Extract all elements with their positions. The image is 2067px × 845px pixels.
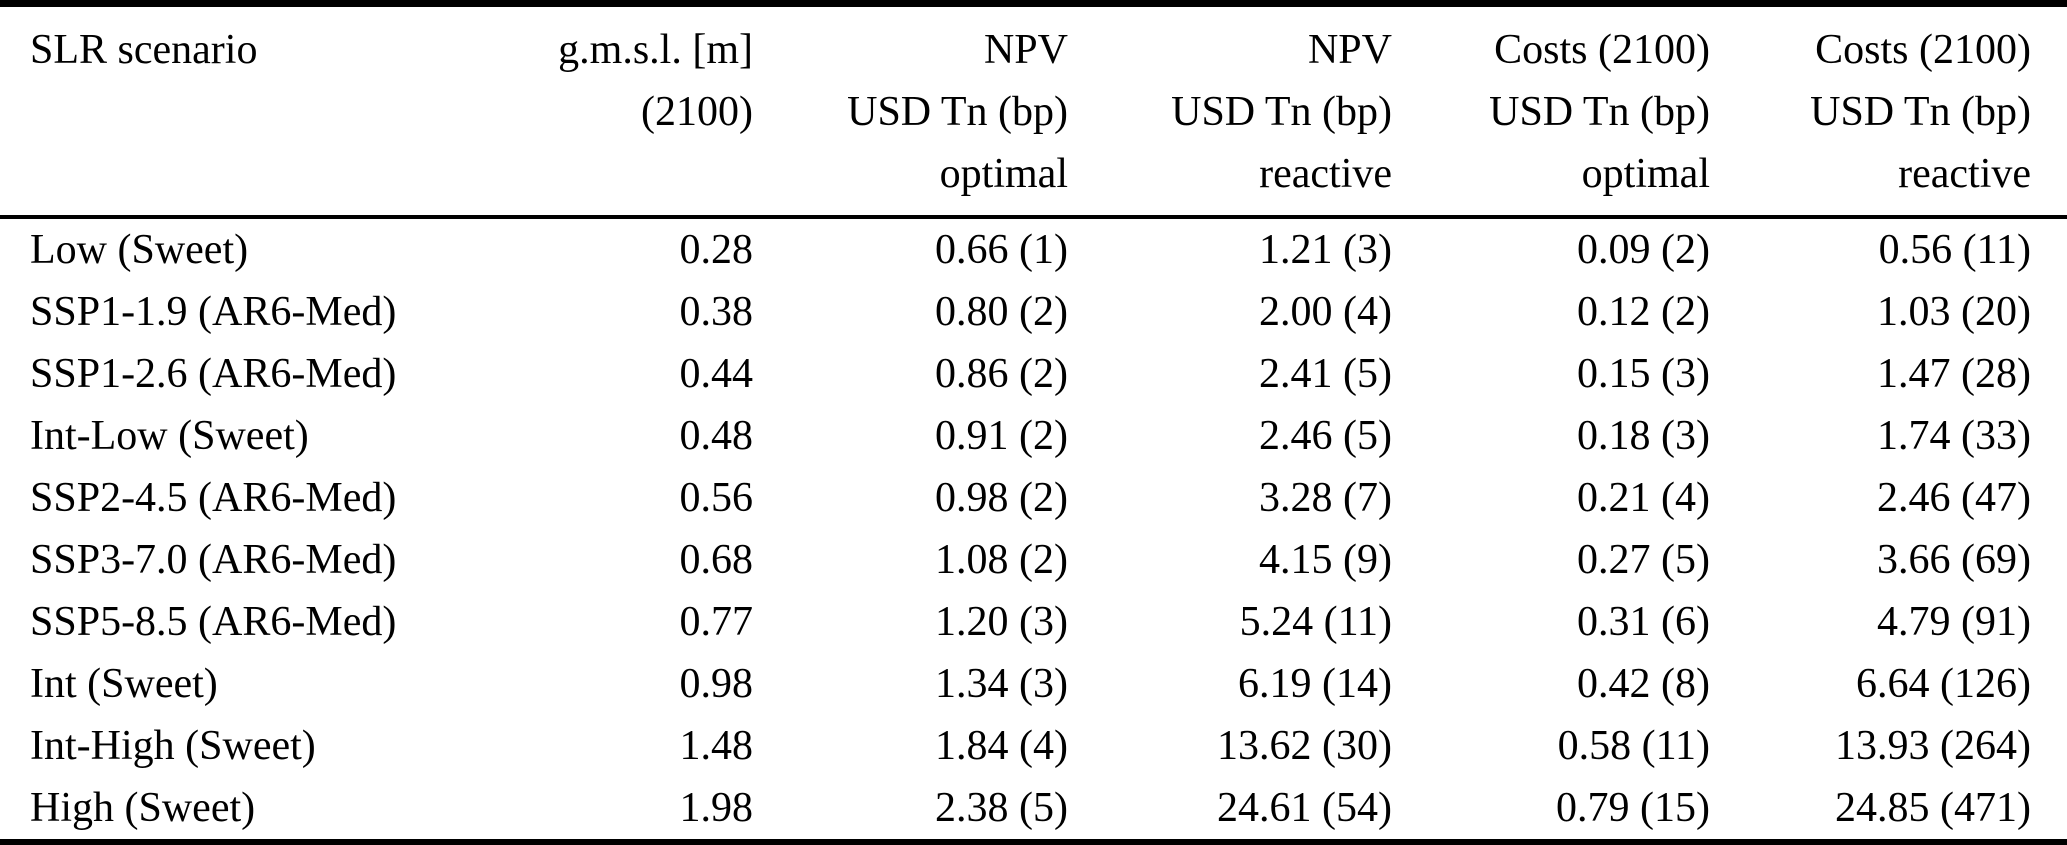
table-row: High (Sweet) 1.98 2.38 (5) 24.61 (54) 0.79 (… <box>0 777 2067 842</box>
header-line: reactive <box>1259 151 1392 197</box>
column-header-costs-reactive: Costs (2100) USD Tn (bp) reactive <box>1710 4 2067 218</box>
cell-npv-optimal: 1.20 (3) <box>935 599 1068 645</box>
header-line: USD Tn (bp) <box>847 89 1068 135</box>
header-line: Costs (2100) <box>1815 27 2031 73</box>
cell-costs-optimal: 0.27 (5) <box>1577 537 1710 583</box>
cell-costs-reactive: 24.85 (471) <box>1835 785 2031 831</box>
cell-npv-optimal: 1.34 (3) <box>935 661 1068 707</box>
cell-npv-optimal: 2.38 (5) <box>935 785 1068 831</box>
cell-npv-reactive: 4.15 (9) <box>1259 537 1392 583</box>
cell-gmsl-2100: 0.28 <box>679 227 754 273</box>
cell-gmsl-2100: 1.98 <box>679 785 754 831</box>
table-row: Int (Sweet) 0.98 1.34 (3) 6.19 (14) 0.42 (8)… <box>0 653 2067 715</box>
cell-costs-reactive: 1.03 (20) <box>1877 289 2031 335</box>
cell-slr-scenario: SSP2-4.5 (AR6-Med) <box>30 475 397 521</box>
cell-npv-reactive: 13.62 (30) <box>1217 723 1392 769</box>
cell-npv-reactive: 2.41 (5) <box>1259 351 1392 397</box>
cell-slr-scenario: SSP1-2.6 (AR6-Med) <box>30 351 397 397</box>
header-row: SLR scenario g.m.s.l. [m] (2100) NPV USD Tn … <box>0 4 2067 218</box>
cell-slr-scenario: Int-High (Sweet) <box>30 723 316 769</box>
cell-slr-scenario: SSP1-1.9 (AR6-Med) <box>30 289 397 335</box>
column-header-gmsl-2100: g.m.s.l. [m] (2100) <box>470 4 753 218</box>
column-header-npv-reactive: NPV USD Tn (bp) reactive <box>1068 4 1392 218</box>
cell-costs-optimal: 0.12 (2) <box>1577 289 1710 335</box>
cell-slr-scenario: SSP3-7.0 (AR6-Med) <box>30 537 397 583</box>
header-line: optimal <box>1581 151 1710 197</box>
cell-gmsl-2100: 0.44 <box>679 351 754 397</box>
table-row: Int-High (Sweet) 1.48 1.84 (4) 13.62 (30) 0.… <box>0 715 2067 777</box>
header-line: (2100) <box>641 89 753 135</box>
cell-slr-scenario: High (Sweet) <box>30 785 256 831</box>
header-line: optimal <box>939 151 1068 197</box>
cell-gmsl-2100: 0.38 <box>679 289 754 335</box>
header-line: USD Tn (bp) <box>1171 89 1392 135</box>
cell-costs-reactive: 2.46 (47) <box>1877 475 2031 521</box>
cell-npv-optimal: 0.98 (2) <box>935 475 1068 521</box>
cell-costs-optimal: 0.31 (6) <box>1577 599 1710 645</box>
cell-costs-reactive: 13.93 (264) <box>1835 723 2031 769</box>
cell-costs-optimal: 0.09 (2) <box>1577 227 1710 273</box>
cell-gmsl-2100: 0.56 <box>679 475 754 521</box>
table-row: SSP2-4.5 (AR6-Med) 0.56 0.98 (2) 3.28 (7) 0.… <box>0 467 2067 529</box>
cell-npv-optimal: 0.66 (1) <box>935 227 1068 273</box>
header-line: Costs (2100) <box>1494 27 1710 73</box>
cell-npv-reactive: 5.24 (11) <box>1239 599 1392 645</box>
cell-npv-optimal: 0.80 (2) <box>935 289 1068 335</box>
table-body: Low (Sweet) 0.28 0.66 (1) 1.21 (3) 0.09 (2) 0… <box>0 217 2067 842</box>
cell-costs-optimal: 0.42 (8) <box>1577 661 1710 707</box>
cell-npv-reactive: 1.21 (3) <box>1259 227 1392 273</box>
cell-gmsl-2100: 0.98 <box>679 661 754 707</box>
cell-npv-reactive: 2.46 (5) <box>1259 413 1392 459</box>
cell-gmsl-2100: 0.68 <box>679 537 754 583</box>
column-header-npv-optimal: NPV USD Tn (bp) optimal <box>753 4 1068 218</box>
table-row: SSP5-8.5 (AR6-Med) 0.77 1.20 (3) 5.24 (11) 0… <box>0 591 2067 653</box>
table-row: SSP1-2.6 (AR6-Med) 0.44 0.86 (2) 2.41 (5) 0.… <box>0 343 2067 405</box>
header-line: reactive <box>1898 151 2031 197</box>
cell-npv-optimal: 1.08 (2) <box>935 537 1068 583</box>
cell-npv-optimal: 0.86 (2) <box>935 351 1068 397</box>
header-line: NPV <box>1307 27 1392 73</box>
table-header: SLR scenario g.m.s.l. [m] (2100) NPV USD Tn … <box>0 4 2067 218</box>
header-line: NPV <box>983 27 1068 73</box>
header-line: USD Tn (bp) <box>1489 89 1710 135</box>
table-row: Low (Sweet) 0.28 0.66 (1) 1.21 (3) 0.09 (2) 0… <box>0 217 2067 281</box>
cell-costs-optimal: 0.21 (4) <box>1577 475 1710 521</box>
cell-npv-reactive: 2.00 (4) <box>1259 289 1392 335</box>
cell-costs-optimal: 0.15 (3) <box>1577 351 1710 397</box>
cell-costs-optimal: 0.58 (11) <box>1557 723 1710 769</box>
header-line: SLR scenario <box>30 27 258 73</box>
table-row: Int-Low (Sweet) 0.48 0.91 (2) 2.46 (5) 0.18 … <box>0 405 2067 467</box>
header-line: USD Tn (bp) <box>1810 89 2031 135</box>
cell-gmsl-2100: 0.48 <box>679 413 754 459</box>
cell-slr-scenario: SSP5-8.5 (AR6-Med) <box>30 599 397 645</box>
cell-costs-reactive: 1.74 (33) <box>1877 413 2031 459</box>
cell-gmsl-2100: 1.48 <box>679 723 754 769</box>
cell-gmsl-2100: 0.77 <box>679 599 754 645</box>
cell-npv-optimal: 0.91 (2) <box>935 413 1068 459</box>
cell-costs-reactive: 0.56 (11) <box>1878 227 2031 273</box>
cell-costs-optimal: 0.79 (15) <box>1556 785 1710 831</box>
column-header-slr-scenario: SLR scenario <box>0 4 470 218</box>
cell-npv-reactive: 24.61 (54) <box>1217 785 1392 831</box>
cell-costs-reactive: 6.64 (126) <box>1856 661 2031 707</box>
cell-costs-reactive: 4.79 (91) <box>1877 599 2031 645</box>
cell-costs-reactive: 3.66 (69) <box>1877 537 2031 583</box>
cell-npv-reactive: 3.28 (7) <box>1259 475 1392 521</box>
header-line: g.m.s.l. [m] <box>558 27 753 73</box>
table-row: SSP1-1.9 (AR6-Med) 0.38 0.80 (2) 2.00 (4) 0.… <box>0 281 2067 343</box>
cell-slr-scenario: Int (Sweet) <box>30 661 218 707</box>
cell-npv-optimal: 1.84 (4) <box>935 723 1068 769</box>
cell-slr-scenario: Low (Sweet) <box>30 227 249 273</box>
cell-slr-scenario: Int-Low (Sweet) <box>30 413 309 459</box>
cell-costs-reactive: 1.47 (28) <box>1877 351 2031 397</box>
table-row: SSP3-7.0 (AR6-Med) 0.68 1.08 (2) 4.15 (9) 0.… <box>0 529 2067 591</box>
column-header-costs-optimal: Costs (2100) USD Tn (bp) optimal <box>1392 4 1710 218</box>
cell-costs-optimal: 0.18 (3) <box>1577 413 1710 459</box>
cell-npv-reactive: 6.19 (14) <box>1238 661 1392 707</box>
